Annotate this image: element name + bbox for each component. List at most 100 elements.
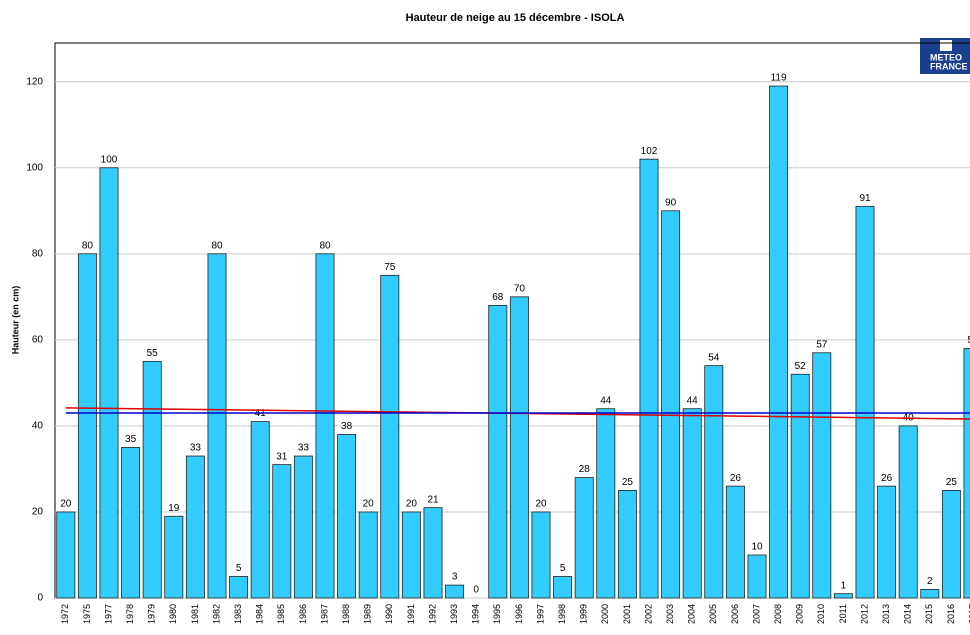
- logo-text: METEO: [930, 52, 962, 62]
- x-tick-label: 2007: [751, 604, 761, 624]
- value-label: 55: [147, 348, 159, 359]
- value-label: 58: [967, 335, 970, 346]
- chart-title: Hauteur de neige au 15 décembre - ISOLA: [406, 12, 625, 24]
- bar: [725, 485, 745, 599]
- x-tick-label: 1977: [103, 604, 113, 624]
- bar: [833, 593, 853, 599]
- bar: [121, 447, 141, 599]
- value-label: 38: [341, 421, 353, 432]
- bar: [596, 408, 616, 599]
- y-tick-label: 0: [37, 593, 43, 604]
- y-tick-label: 80: [32, 248, 44, 259]
- value-label: 31: [276, 451, 288, 462]
- x-tick-label: 2009: [795, 604, 805, 624]
- bar: [358, 511, 378, 599]
- value-label: 44: [600, 395, 612, 406]
- value-label: 75: [384, 262, 396, 273]
- value-label: 20: [535, 499, 547, 510]
- bar: [639, 158, 659, 599]
- x-tick-label: 2016: [946, 604, 956, 624]
- value-label: 5: [236, 563, 242, 574]
- bar: [99, 167, 119, 599]
- value-label: 102: [641, 146, 658, 157]
- x-tick-label: 1983: [233, 604, 243, 624]
- bar: [769, 85, 789, 599]
- x-tick-label: 2017: [967, 604, 970, 624]
- bar: [531, 511, 551, 599]
- x-tick-label: 2013: [881, 604, 891, 624]
- x-tick-label: 2006: [730, 604, 740, 624]
- bar: [509, 296, 529, 599]
- x-tick-label: 2014: [903, 604, 913, 624]
- bar: [250, 421, 270, 599]
- bar: [380, 274, 400, 599]
- bar: [877, 485, 897, 599]
- bar: [855, 206, 875, 599]
- x-tick-label: 1989: [363, 604, 373, 624]
- value-label: 3: [452, 572, 458, 583]
- value-label: 20: [60, 499, 72, 510]
- value-label: 68: [492, 292, 504, 303]
- x-tick-label: 1980: [168, 604, 178, 624]
- bar: [207, 253, 227, 599]
- value-label: 20: [363, 499, 375, 510]
- value-label: 33: [298, 443, 310, 454]
- value-label: 28: [579, 464, 591, 475]
- bar: [488, 305, 508, 599]
- bar: [661, 210, 681, 599]
- value-label: 57: [816, 339, 828, 350]
- bar: [164, 515, 184, 599]
- value-label: 52: [795, 361, 807, 372]
- bar: [56, 511, 76, 599]
- x-tick-label: 1988: [341, 604, 351, 624]
- value-label: 21: [427, 494, 439, 505]
- bar: [682, 408, 702, 599]
- x-tick-label: 1972: [60, 604, 70, 624]
- value-label: 10: [751, 542, 763, 553]
- value-label: 26: [730, 473, 742, 484]
- x-tick-label: 1984: [255, 604, 265, 624]
- value-label: 80: [82, 240, 94, 251]
- bar: [272, 464, 292, 599]
- x-tick-label: 1986: [298, 604, 308, 624]
- x-tick-label: 2011: [838, 604, 848, 623]
- bar: [747, 554, 767, 599]
- y-tick-label: 100: [26, 162, 43, 173]
- y-tick-label: 60: [32, 335, 44, 346]
- value-label: 25: [946, 477, 958, 488]
- value-label: 5: [560, 563, 566, 574]
- value-label: 25: [622, 477, 634, 488]
- y-tick-label: 120: [26, 76, 43, 87]
- bar: [401, 511, 421, 599]
- x-tick-label: 1991: [406, 604, 416, 624]
- bar: [293, 455, 313, 599]
- value-label: 2: [927, 576, 933, 587]
- bar: [337, 434, 357, 599]
- value-label: 70: [514, 283, 526, 294]
- bar: [963, 348, 970, 599]
- x-tick-label: 1978: [125, 604, 135, 624]
- value-label: 90: [665, 197, 677, 208]
- bar: [229, 576, 249, 599]
- value-label: 0: [473, 585, 479, 596]
- value-label: 80: [319, 240, 331, 251]
- value-label: 26: [881, 473, 893, 484]
- x-tick-label: 1979: [147, 604, 157, 624]
- x-tick-label: 1993: [449, 604, 459, 624]
- x-tick-label: 2015: [924, 604, 934, 624]
- x-tick-label: 2010: [816, 604, 826, 624]
- bar: [574, 477, 594, 599]
- x-tick-label: 2000: [600, 604, 610, 624]
- x-tick-label: 1985: [276, 604, 286, 624]
- value-label: 100: [101, 154, 118, 165]
- y-tick-label: 20: [32, 507, 44, 518]
- bar: [77, 253, 97, 599]
- value-label: 1: [841, 580, 847, 591]
- x-tick-label: 1996: [514, 604, 524, 624]
- value-label: 80: [211, 240, 223, 251]
- value-label: 91: [859, 193, 871, 204]
- bar: [445, 584, 465, 599]
- bar: [617, 490, 637, 599]
- x-tick-label: 1990: [384, 604, 394, 624]
